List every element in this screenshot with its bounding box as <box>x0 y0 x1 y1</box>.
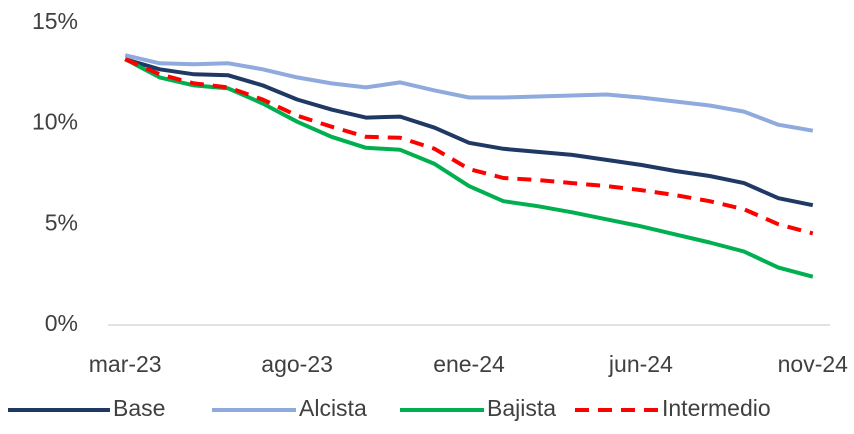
x-tick-label: ago-23 <box>261 351 333 377</box>
series-line <box>124 57 814 236</box>
x-tick-label: nov-24 <box>778 351 849 377</box>
y-tick-label: 5% <box>45 209 78 235</box>
y-tick-label: 15% <box>32 8 78 34</box>
legend-label: Bajista <box>487 395 556 421</box>
legend-label: Intermedio <box>662 395 771 421</box>
series-line <box>124 57 814 208</box>
y-tick-label: 0% <box>45 310 78 336</box>
series-line <box>124 57 814 279</box>
x-tick-label: jun-24 <box>608 351 673 377</box>
y-tick-label: 10% <box>32 109 78 135</box>
x-tick-label: ene-24 <box>433 351 505 377</box>
series-line <box>124 53 814 133</box>
legend-label: Base <box>113 395 165 421</box>
legend-label: Alcista <box>299 395 367 421</box>
x-tick-label: mar-23 <box>89 351 162 377</box>
